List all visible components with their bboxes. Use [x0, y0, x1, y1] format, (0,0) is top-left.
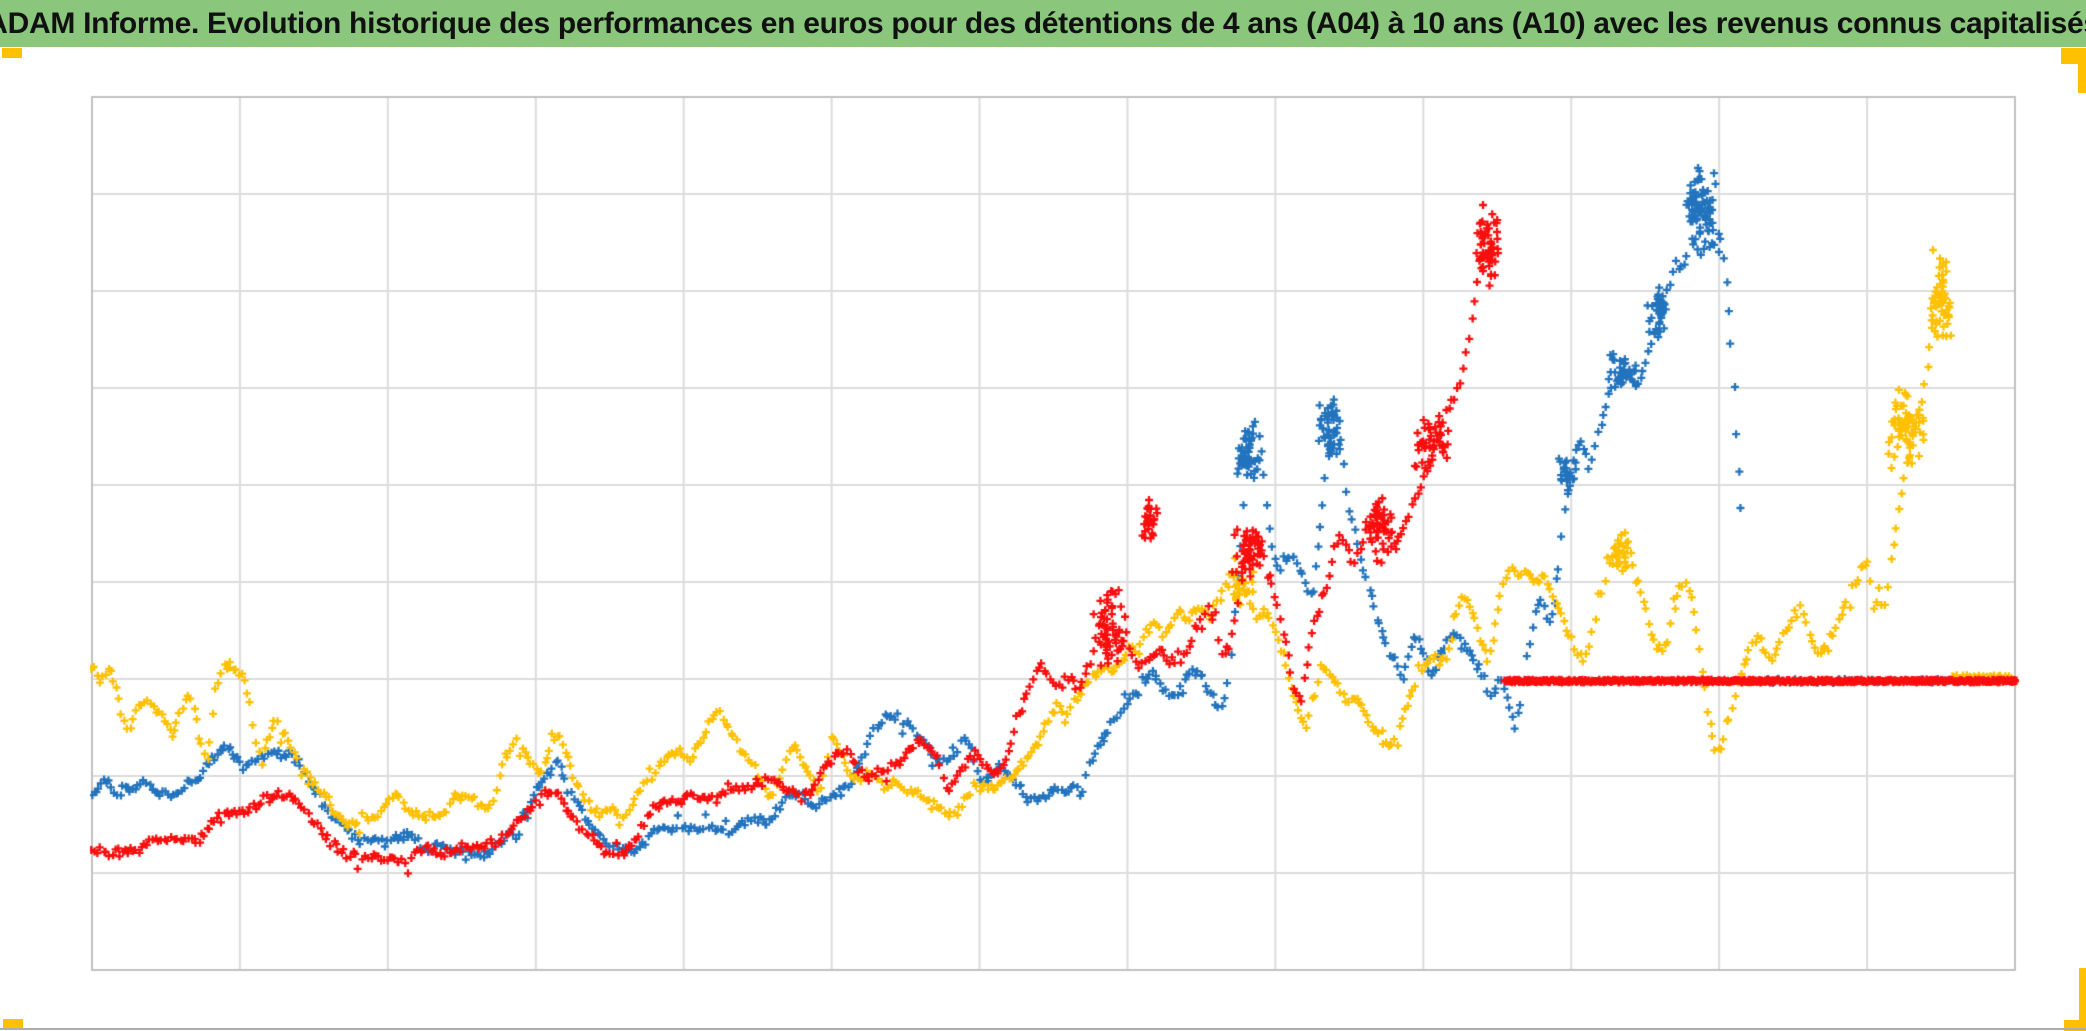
accent-mark-bottom-left [3, 1019, 23, 1030]
page-title: ADAM Informe. Evolution historique des p… [0, 6, 2086, 40]
bottom-edge-divider [0, 1028, 2086, 1030]
accent-mark-bottom-right-horizontal [2064, 1020, 2086, 1031]
accent-mark-top-left [2, 48, 22, 58]
title-bar: ADAM Informe. Evolution historique des p… [0, 0, 2086, 47]
accent-mark-top-right-vertical [2078, 48, 2086, 93]
accent-mark-bottom-right-vertical [2079, 968, 2086, 1031]
